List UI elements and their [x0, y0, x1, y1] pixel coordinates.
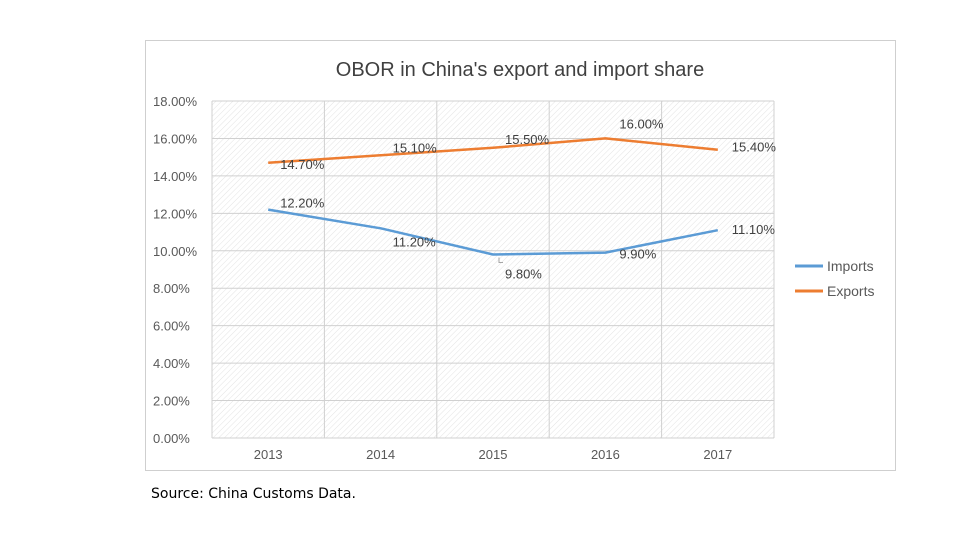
series-line-imports — [267, 208, 719, 256]
data-label: 11.20% — [393, 234, 437, 249]
y-tick-label: 12.00% — [153, 206, 198, 221]
plot-area — [212, 101, 774, 438]
source-note: Source: China Customs Data. — [151, 486, 356, 502]
data-label: 16.00% — [619, 116, 664, 131]
y-tick-label: 4.00% — [153, 356, 190, 371]
series-lines — [267, 137, 719, 256]
y-tick-label: 2.00% — [153, 394, 190, 409]
y-tick-label: 14.00% — [153, 169, 198, 184]
x-tick-label: 2014 — [366, 447, 395, 462]
data-label: 15.40% — [732, 140, 777, 155]
legend: Imports Exports — [795, 258, 874, 299]
data-label: 15.10% — [393, 140, 438, 155]
legend-label: Exports — [827, 283, 874, 299]
x-axis-ticks: 2013 2014 2015 2016 2017 — [254, 447, 733, 462]
x-tick-label: 2016 — [591, 447, 620, 462]
chart-title: OBOR in China's export and import share — [336, 59, 704, 81]
y-tick-label: 0.00% — [153, 431, 190, 446]
data-label: 11.10% — [732, 222, 776, 237]
y-tick-label: 16.00% — [153, 131, 198, 146]
y-tick-label: 6.00% — [153, 319, 190, 334]
x-tick-label: 2015 — [479, 447, 508, 462]
legend-label: Imports — [827, 258, 874, 274]
data-labels: 12.20% 11.20% 9.80% 9.90% 11.10% 14.70% 15.10%… — [280, 116, 776, 281]
data-label: 9.90% — [619, 247, 656, 262]
data-label: 15.50% — [505, 132, 550, 147]
y-tick-label: 18.00% — [153, 94, 198, 109]
gridlines — [211, 100, 775, 439]
x-tick-label: 2013 — [254, 447, 283, 462]
y-axis-ticks: 0.00% 2.00% 4.00% 6.00% 8.00% 10.00% 12.00% 14.… — [153, 94, 198, 446]
leader-line — [498, 257, 503, 264]
y-tick-label: 8.00% — [153, 281, 190, 296]
data-label: 12.20% — [280, 196, 325, 211]
x-tick-label: 2017 — [703, 447, 732, 462]
data-label: 14.70% — [280, 157, 325, 172]
data-label: 9.80% — [505, 267, 542, 282]
series-line-exports — [268, 137, 718, 165]
y-tick-label: 10.00% — [153, 244, 198, 259]
